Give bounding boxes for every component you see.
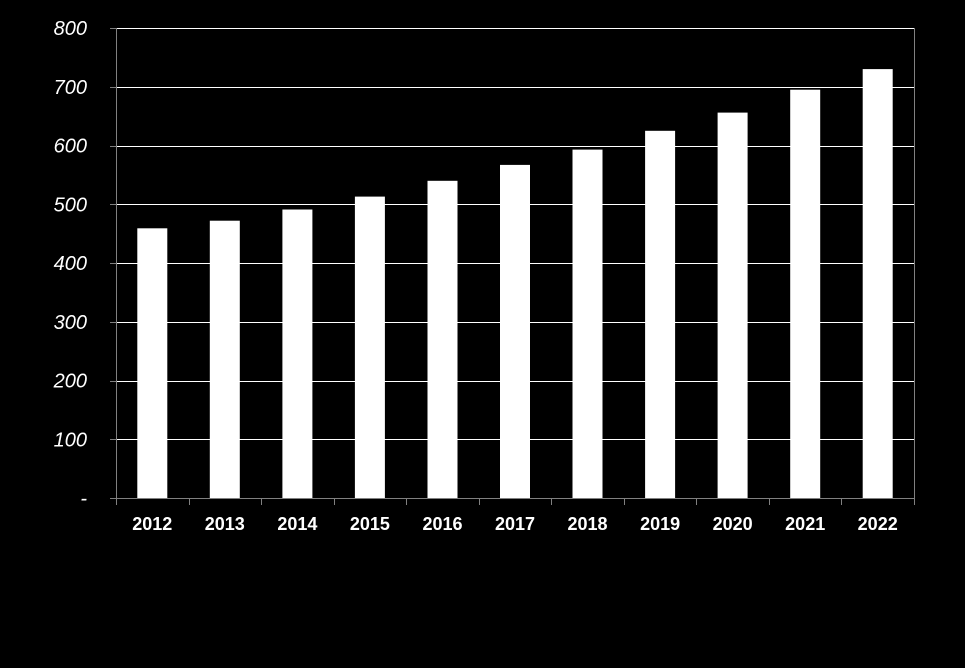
y-tick-label-100: 100 bbox=[54, 429, 87, 451]
x-tick-label-2018: 2018 bbox=[567, 514, 607, 534]
y-tick-label-500: 500 bbox=[54, 194, 87, 216]
x-tick-label-2022: 2022 bbox=[858, 514, 898, 534]
bar-2020 bbox=[717, 112, 748, 498]
bar-2017 bbox=[500, 164, 530, 498]
y-tick-label-0: - bbox=[80, 488, 87, 510]
x-tick-label-2015: 2015 bbox=[350, 514, 390, 534]
x-tick-label-2013: 2013 bbox=[205, 514, 245, 534]
y-tick-label-600: 600 bbox=[54, 136, 87, 158]
x-tick-label-2021: 2021 bbox=[785, 514, 825, 534]
x-tick-labels: 2012 2013 2014 2015 2016 2017 2018 2019 2020 2021… bbox=[132, 514, 897, 534]
bar-2014 bbox=[282, 209, 313, 498]
x-tick-label-2020: 2020 bbox=[713, 514, 753, 534]
y-tick-label-200: 200 bbox=[53, 371, 87, 393]
x-tick-label-2016: 2016 bbox=[422, 514, 462, 534]
bar-2013 bbox=[209, 220, 240, 498]
bars bbox=[137, 69, 893, 499]
x-tick-label-2014: 2014 bbox=[277, 514, 317, 534]
bar-2018 bbox=[572, 149, 603, 498]
bar-2016 bbox=[427, 180, 458, 499]
y-tick-labels: - 100 200 300 400 500 600 700 800 bbox=[53, 18, 88, 510]
bar-2015 bbox=[354, 196, 385, 498]
y-tick-label-400: 400 bbox=[54, 253, 87, 275]
bar-2019 bbox=[645, 130, 676, 499]
x-tick-label-2017: 2017 bbox=[495, 514, 535, 534]
y-tick-label-700: 700 bbox=[54, 77, 87, 99]
bar-2012 bbox=[137, 228, 168, 499]
x-tick-label-2019: 2019 bbox=[640, 514, 680, 534]
y-tick-label-800: 800 bbox=[54, 18, 87, 40]
axes bbox=[110, 28, 915, 505]
x-tick-label-2012: 2012 bbox=[132, 514, 172, 534]
bar-2022 bbox=[862, 69, 893, 498]
y-tick-label-300: 300 bbox=[54, 312, 87, 334]
bar-2021 bbox=[790, 89, 821, 498]
